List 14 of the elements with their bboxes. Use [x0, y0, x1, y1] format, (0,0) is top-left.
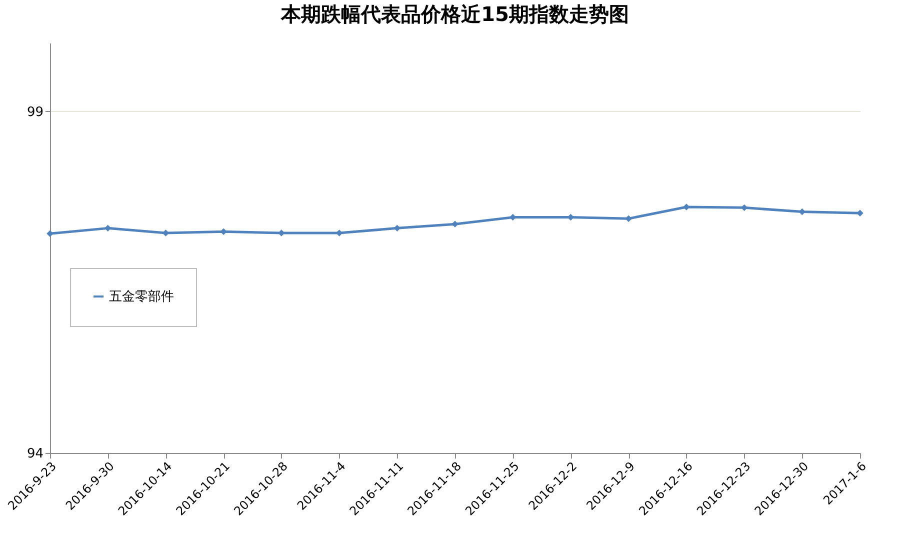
legend-label: 五金零部件 [109, 290, 174, 304]
point [394, 224, 400, 232]
point [46, 230, 54, 238]
point [220, 228, 227, 235]
point [798, 208, 806, 216]
point [278, 230, 285, 236]
chart-title: 本期跌幅代表品价格近15期指数走势图 [280, 2, 629, 26]
point [452, 220, 458, 228]
point [683, 204, 690, 210]
y-tick-label: 99 [26, 104, 44, 120]
y-tick-label: 94 [26, 446, 44, 462]
point [104, 224, 112, 232]
point [856, 210, 864, 217]
point [625, 215, 632, 222]
